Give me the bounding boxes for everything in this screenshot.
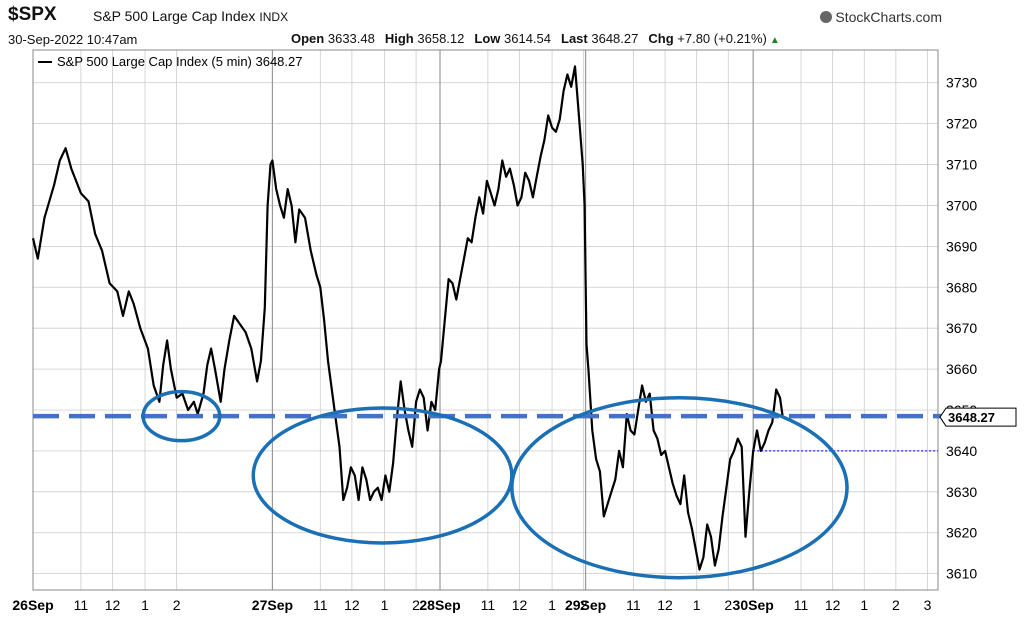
- x-tick-label: 12: [344, 597, 360, 613]
- y-tick-label: 3640: [946, 443, 977, 459]
- x-tick-label: 2: [412, 597, 420, 613]
- x-tick-label: 12: [105, 597, 121, 613]
- x-tick-label: 1: [860, 597, 868, 613]
- low-value: 3614.54: [504, 31, 551, 46]
- x-tick-label: 12: [825, 597, 841, 613]
- price-line: [31, 65, 784, 571]
- y-tick-label: 3700: [946, 197, 977, 213]
- index-name: S&P 500 Large Cap Index INDX: [93, 8, 288, 24]
- y-tick-label: 3730: [946, 75, 977, 91]
- x-tick-label: 26Sep: [12, 597, 53, 613]
- timestamp: 30-Sep-2022 10:47am: [8, 32, 138, 47]
- x-tick-label: 1: [548, 597, 556, 613]
- x-tick-label: 1: [381, 597, 389, 613]
- open-label: Open: [291, 31, 325, 46]
- chg-label: Chg: [648, 31, 674, 46]
- last-value-tag: [939, 407, 1017, 427]
- annotation-ellipse: [141, 389, 222, 443]
- annotation-circles: [141, 389, 849, 580]
- x-tick-label: 30Sep: [733, 597, 774, 613]
- x-tick-label: 3: [924, 597, 932, 613]
- chart-header: $SPX S&P 500 Large Cap Index INDX StockCh…: [0, 0, 1024, 50]
- x-tick-label: 1: [141, 597, 149, 613]
- high-label: High: [384, 31, 414, 46]
- ticker-symbol: $SPX: [8, 4, 57, 25]
- stockcharts-logo-icon: [820, 11, 833, 23]
- last-value-label: 3648.27: [948, 410, 995, 425]
- credit-text: StockCharts.com: [835, 9, 942, 25]
- x-tick-label: 2: [173, 597, 181, 613]
- y-tick-label: 3690: [946, 238, 977, 254]
- last-value: 3648.27: [591, 31, 639, 46]
- x-tick-label: 28Sep: [419, 597, 460, 613]
- x-tick-label: 11: [481, 597, 496, 613]
- y-tick-label: 3660: [946, 361, 977, 377]
- chg-value: +7.80 (+0.21%): [677, 31, 767, 46]
- x-tick-label: 2: [724, 597, 732, 613]
- x-tick-label: 11: [794, 597, 809, 613]
- x-tick-label: 1: [693, 597, 701, 613]
- y-tick-label: 3610: [946, 566, 977, 582]
- index-full-name: S&P 500 Large Cap Index: [93, 8, 256, 24]
- open-value: 3633.48: [327, 31, 375, 46]
- x-tick-label: 11: [313, 597, 328, 613]
- exchange-code: INDX: [259, 10, 289, 24]
- x-tick-label: 11: [74, 597, 89, 613]
- y-tick-label: 3680: [946, 279, 977, 295]
- x-tick-label: 27Sep: [252, 597, 293, 613]
- y-tick-label: 3710: [946, 157, 977, 173]
- x-tick-label: 29Sep: [565, 597, 606, 613]
- x-tick-label: 12: [657, 597, 673, 613]
- grid: [33, 50, 938, 590]
- plot-frame: [32, 49, 939, 591]
- last-label: Last: [561, 31, 588, 46]
- legend: S&P 500 Large Cap Index (5 min) 3648.27: [38, 54, 302, 69]
- x-tick-label: 2: [892, 597, 900, 613]
- y-tick-label: 3620: [946, 525, 977, 541]
- x-tick-label: 2: [580, 597, 588, 613]
- y-axis: 3610362036303640365036603670368036903700…: [946, 75, 977, 582]
- high-value: 3658.12: [417, 31, 465, 46]
- x-tick-label: 11: [626, 597, 641, 613]
- y-tick-label: 3670: [946, 320, 977, 336]
- last-value-marker: 3648.27: [939, 407, 1017, 427]
- y-tick-label: 3720: [946, 116, 977, 132]
- y-tick-label: 3630: [946, 484, 977, 500]
- day-separators: [271, 50, 754, 590]
- ohlc-readout: Open 3633.48 High 3658.12 Low 3614.54 Last …: [291, 31, 780, 46]
- x-tick-label: 12: [512, 597, 528, 613]
- annotation-ellipse: [251, 406, 514, 545]
- legend-label: S&P 500 Large Cap Index (5 min) 3648.27: [57, 54, 302, 69]
- annotation-ellipse: [510, 395, 849, 580]
- low-label: Low: [474, 31, 501, 46]
- source-credit: StockCharts.com: [820, 9, 942, 25]
- up-arrow-icon: ▲: [769, 35, 780, 46]
